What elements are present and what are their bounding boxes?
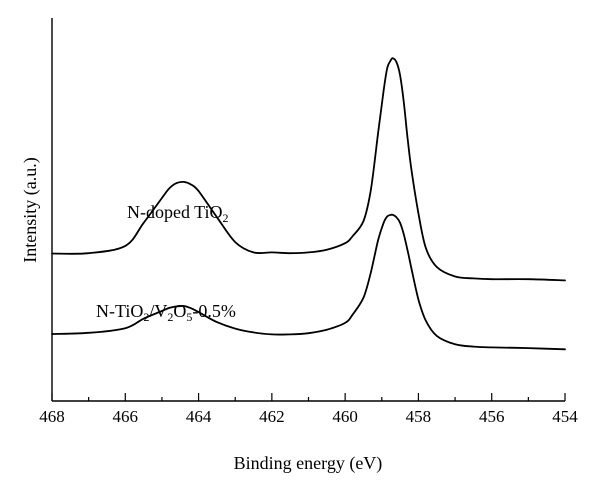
label-n-doped-subscript: 2 bbox=[223, 211, 229, 225]
x-tick-label: 454 bbox=[552, 407, 578, 426]
series-line-n-tio2-v2o5 bbox=[51, 213, 566, 351]
label-v-part2: /V bbox=[149, 301, 167, 321]
label-v-part3: O bbox=[173, 301, 186, 321]
label-v-part1: N-TiO bbox=[96, 301, 143, 321]
x-axis-tick-labels: 468 466 464 462 460 458 456 454 bbox=[39, 407, 578, 426]
x-tick-label: 468 bbox=[39, 407, 65, 426]
x-tick-label: 466 bbox=[113, 407, 139, 426]
x-tick-label: 458 bbox=[406, 407, 432, 426]
label-v-part4: -0.5% bbox=[192, 301, 236, 321]
y-axis-title: Intensity (a.u.) bbox=[20, 157, 41, 262]
series-line-n-doped-tio2 bbox=[51, 57, 566, 282]
label-n-doped-text: N-doped TiO bbox=[127, 202, 223, 222]
label-n-tio2-v2o5: N-TiO2/V2O5-0.5% bbox=[96, 301, 236, 324]
label-v-sub2: 2 bbox=[167, 310, 173, 324]
series-layer bbox=[51, 57, 566, 351]
x-tick-label: 462 bbox=[259, 407, 285, 426]
label-v-sub1: 2 bbox=[143, 310, 149, 324]
x-tick-label: 460 bbox=[332, 407, 358, 426]
x-axis-ticks bbox=[51, 393, 566, 401]
label-n-doped-tio2: N-doped TiO2 bbox=[127, 202, 229, 225]
label-v-sub3: 5 bbox=[186, 310, 192, 324]
x-tick-label: 464 bbox=[186, 407, 212, 426]
x-tick-label: 456 bbox=[479, 407, 505, 426]
x-axis-title: Binding energy (eV) bbox=[234, 453, 383, 474]
